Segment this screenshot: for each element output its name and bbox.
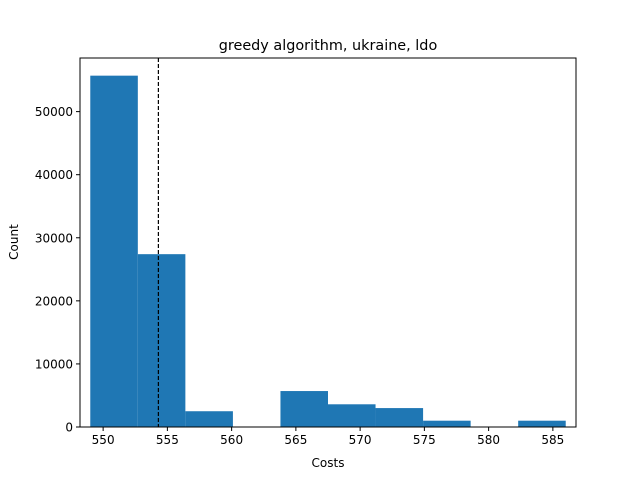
chart-title: greedy algorithm, ukraine, ldo xyxy=(219,38,438,54)
histogram-bar-0 xyxy=(90,75,138,428)
histogram-bar-2 xyxy=(185,411,233,427)
histogram-bar-4 xyxy=(280,391,328,427)
x-tick-label-7: 585 xyxy=(541,433,564,447)
x-tick-label-2: 560 xyxy=(220,433,243,447)
histogram-bar-7 xyxy=(423,420,471,427)
y-tick-label-2: 20000 xyxy=(35,294,73,308)
plot-area: 550 555 560 565 570 575 580 585 0 10000 20000 30000… xyxy=(35,57,577,447)
y-axis-label: Count xyxy=(7,224,21,260)
x-axis-label: Costs xyxy=(312,456,345,470)
histogram-bar-5 xyxy=(328,404,376,427)
y-tick-label-1: 10000 xyxy=(35,357,73,371)
y-tick-label-3: 30000 xyxy=(35,231,73,245)
y-tick-label-5: 50000 xyxy=(35,105,73,119)
histogram-bar-1 xyxy=(137,254,186,427)
y-tick-label-0: 0 xyxy=(65,421,73,435)
x-tick-label-6: 580 xyxy=(477,433,500,447)
histogram-bar-6 xyxy=(375,408,424,427)
axes-frame xyxy=(79,57,577,428)
x-tick-label-4: 570 xyxy=(349,433,372,447)
x-tick-label-1: 555 xyxy=(156,433,179,447)
x-tick-label-3: 565 xyxy=(284,433,307,447)
x-tick-label-5: 575 xyxy=(413,433,436,447)
histogram-bar-9 xyxy=(518,420,566,427)
y-tick-label-4: 40000 xyxy=(35,168,73,182)
x-tick-label-0: 550 xyxy=(92,433,115,447)
